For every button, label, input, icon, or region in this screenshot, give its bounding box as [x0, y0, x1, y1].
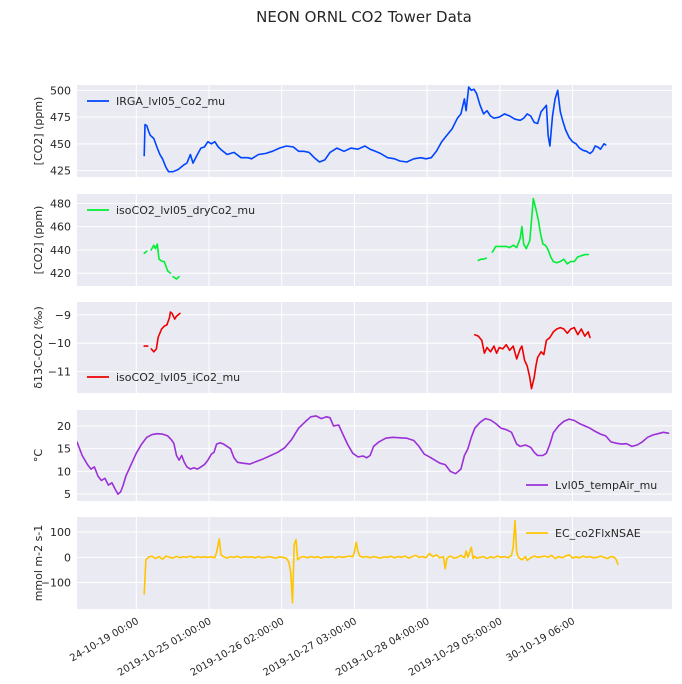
- y-tick-label: 425: [50, 165, 71, 178]
- subplots: 425 450 475 500 [CO2] (ppm) IRGA_lvl05_Co2_mu…: [32, 84, 672, 609]
- series-line: [150, 324, 168, 353]
- series-line: [477, 257, 487, 262]
- series-line: [166, 311, 181, 326]
- y-tick-label: 20: [57, 420, 71, 433]
- subplot-5: −100 0 100 mmol m-2 s-1 EC_co2FlxNSAE: [32, 517, 672, 609]
- legend: Lvl05_tempAir_mu: [526, 479, 657, 492]
- y-tick-label: 500: [50, 84, 71, 97]
- y-axis-label: °C: [32, 449, 45, 463]
- x-tick-label: 24-10-19 00:00: [68, 616, 141, 664]
- y-tick-label: 0: [64, 551, 71, 564]
- series-Lvl05_tempAir_mu: [77, 415, 670, 495]
- series-line: [143, 520, 619, 604]
- series-line: [143, 86, 607, 173]
- series-line: [166, 270, 172, 274]
- series-EC_co2FlxNSAE: [143, 520, 619, 604]
- y-tick-label: 10: [57, 465, 71, 478]
- series-IRGA_lvl05_Co2_mu: [143, 86, 607, 173]
- series-line: [150, 243, 169, 272]
- y-tick-label: −100: [41, 577, 71, 590]
- figure-title: NEON ORNL CO2 Tower Data: [256, 8, 472, 26]
- y-tick-label: 100: [50, 526, 71, 539]
- subplot-1: 425 450 475 500 [CO2] (ppm) IRGA_lvl05_Co2_mu: [32, 84, 672, 178]
- subplot-4: 5 10 15 20 °C Lvl05_tempAir_mu: [32, 410, 672, 501]
- series-line: [172, 275, 180, 280]
- series-line: [77, 415, 670, 495]
- y-axis-label: δ13C-CO2 (‰): [32, 306, 45, 389]
- y-tick-label: −11: [48, 366, 71, 379]
- y-axis-label: mmol m-2 s-1: [32, 525, 45, 602]
- series-line: [143, 250, 148, 255]
- series-line: [481, 326, 591, 390]
- x-tick-label: 30-10-19 06:00: [505, 616, 578, 664]
- y-tick-label: 15: [57, 443, 71, 456]
- y-tick-label: 5: [64, 488, 71, 501]
- legend-label: IRGA_lvl05_Co2_mu: [116, 95, 225, 108]
- series-line: [491, 197, 589, 265]
- series-isoCO2_lvl05_dryCo2_mu: [143, 197, 589, 280]
- legend: isoCO2_lvl05_iCo2_mu: [87, 371, 240, 384]
- legend: EC_co2FlxNSAE: [526, 527, 641, 540]
- legend-label: Lvl05_tempAir_mu: [555, 479, 657, 492]
- y-tick-label: 420: [50, 267, 71, 280]
- legend-label: isoCO2_lvl05_iCo2_mu: [116, 371, 240, 384]
- y-tick-label: −9: [55, 309, 71, 322]
- legend: isoCO2_lvl05_dryCo2_mu: [87, 204, 255, 217]
- series-line: [474, 333, 483, 342]
- series-isoCO2_lvl05_iCo2_mu: [143, 311, 591, 390]
- y-tick-label: 475: [50, 111, 71, 124]
- legend-label: isoCO2_lvl05_dryCo2_mu: [116, 204, 255, 217]
- subplot-3: −11 −10 −9 δ13C-CO2 (‰) isoCO2_lvl05_iCo2_mu: [32, 302, 672, 393]
- y-tick-label: 450: [50, 138, 71, 151]
- subplot-2: 420 440 460 480 [CO2] (ppm) isoCO2_lvl05_dryC…: [32, 194, 672, 286]
- y-tick-label: 460: [50, 221, 71, 234]
- y-tick-label: 480: [50, 197, 71, 210]
- legend: IRGA_lvl05_Co2_mu: [87, 95, 225, 108]
- y-axis-label: [CO2] (ppm): [32, 206, 45, 275]
- legend-label: EC_co2FlxNSAE: [555, 527, 641, 540]
- y-tick-label: −10: [48, 337, 71, 350]
- y-axis-label: [CO2] (ppm): [32, 97, 45, 166]
- y-tick-label: 440: [50, 244, 71, 257]
